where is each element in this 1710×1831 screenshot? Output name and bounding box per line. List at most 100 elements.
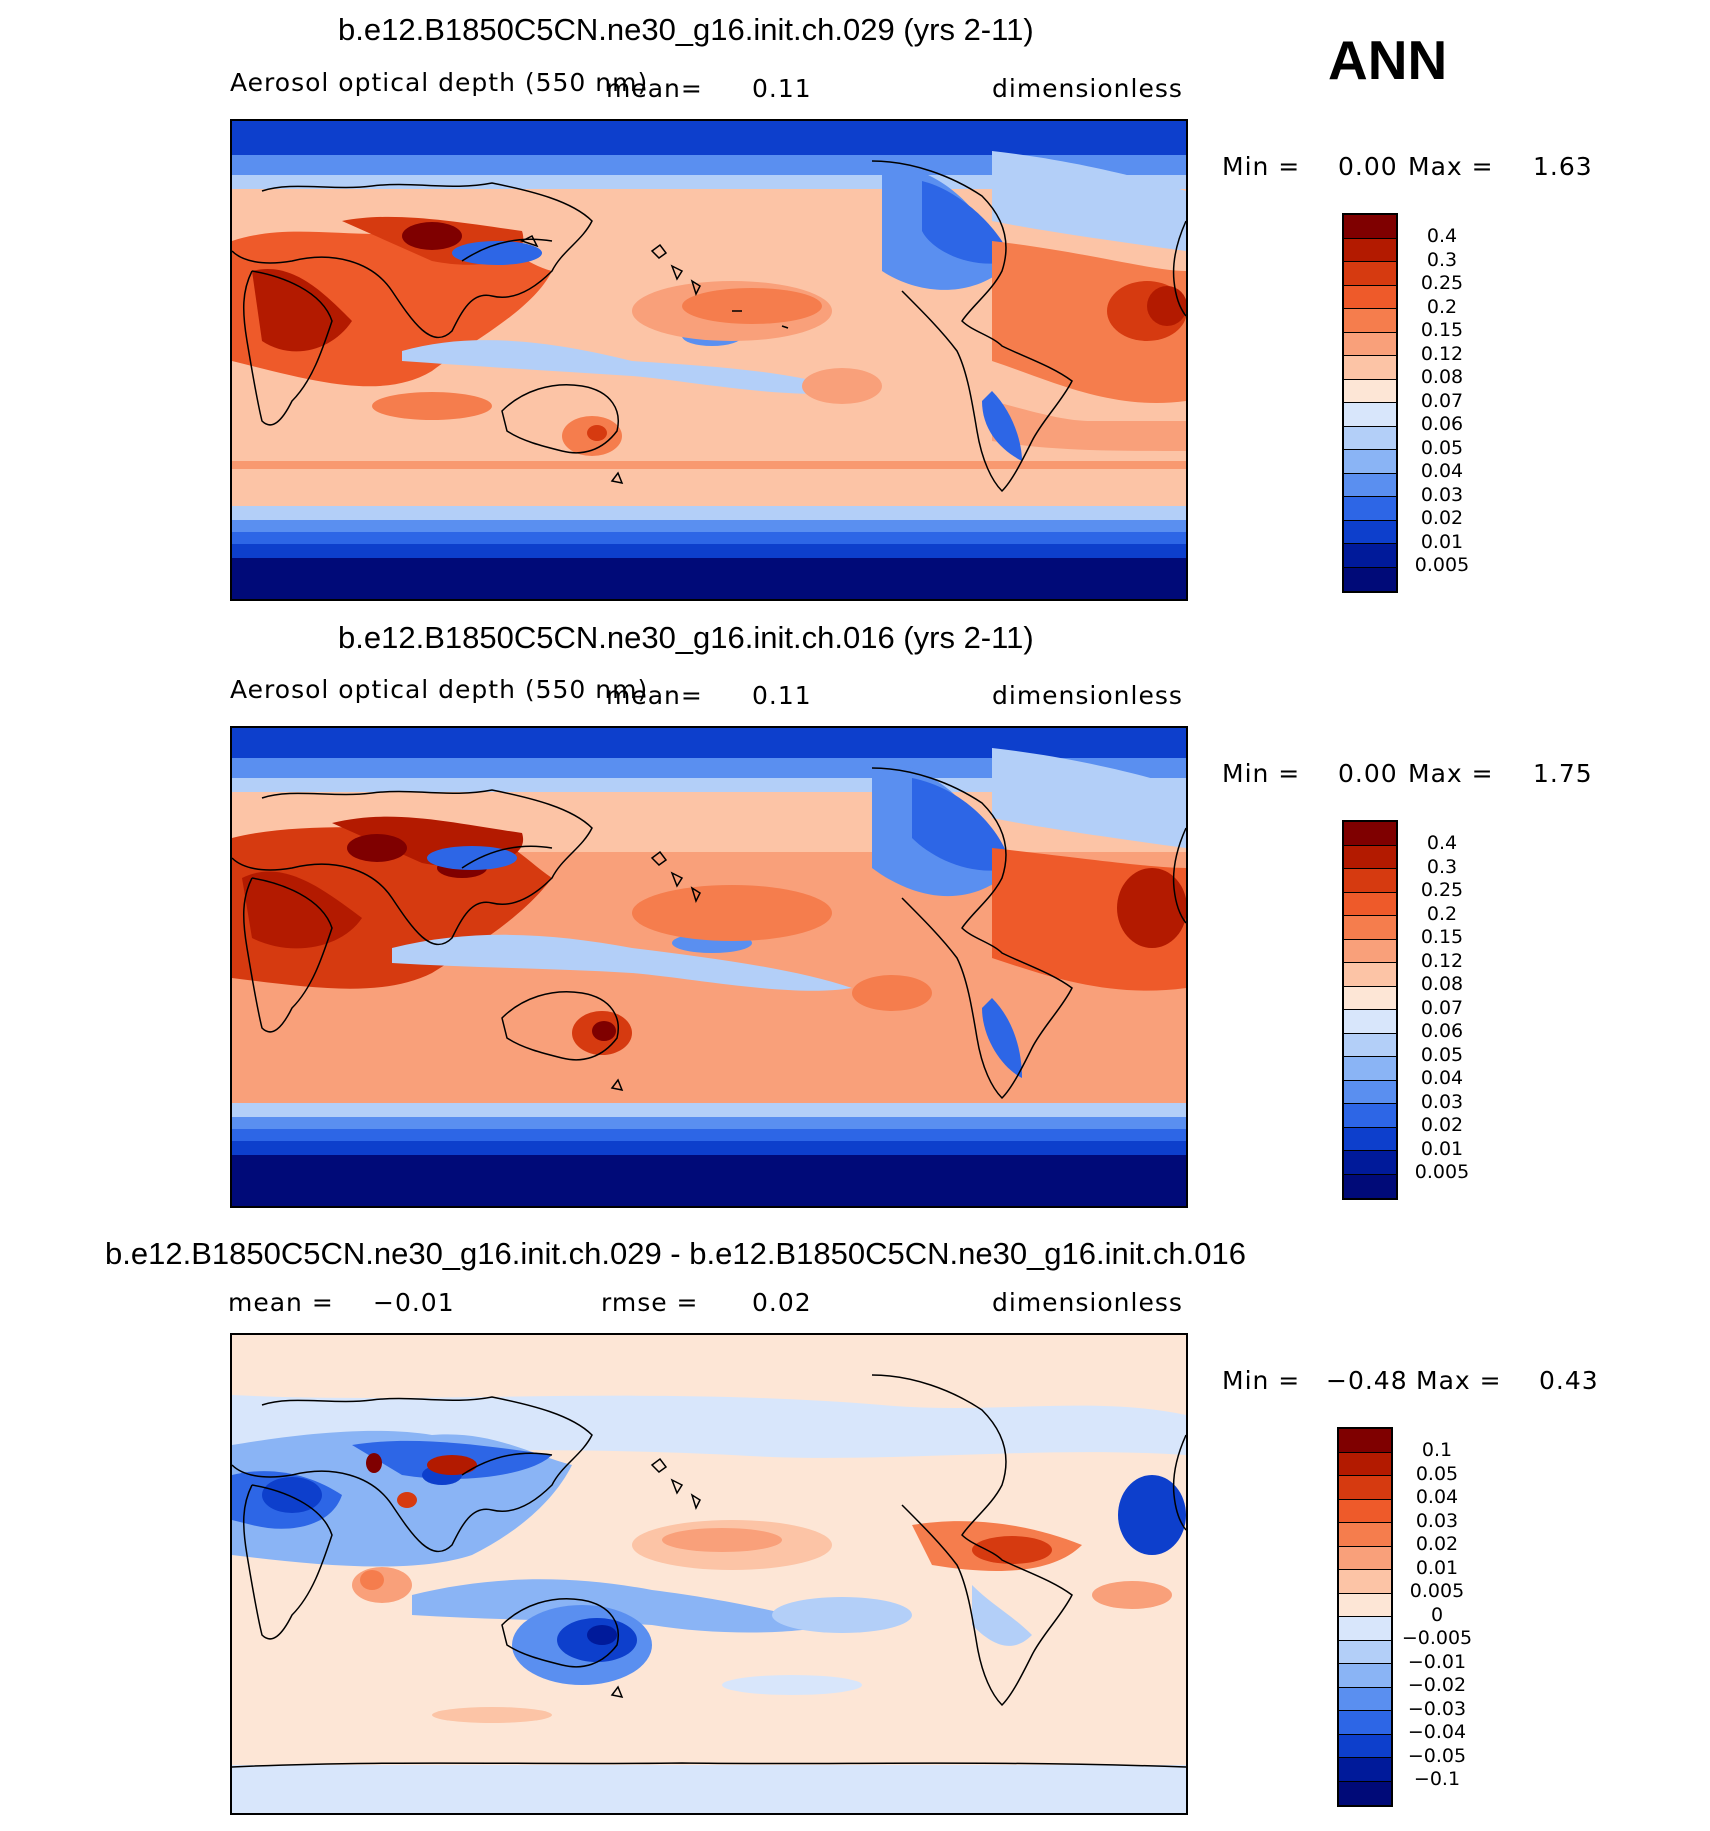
panel-3-colorbar-tick-label: 0.02 (1415, 1533, 1459, 1555)
panel-2-colorbar-box (1344, 822, 1396, 846)
panel-1-colorbar-tick-label: 0.4 (1426, 225, 1458, 247)
panel-1-mean-label: mean= (606, 74, 703, 103)
panel-1-colorbar-tick-label: 0.04 (1420, 460, 1464, 482)
panel-2-colorbar-tick-label: 0.05 (1420, 1043, 1464, 1066)
panel-2-units: dimensionless (992, 681, 1183, 710)
panel-1-colorbar-box (1344, 450, 1396, 474)
panel-3-colorbar-box (1339, 1593, 1391, 1617)
panel-2-colorbar-tick-label: 0.12 (1420, 949, 1464, 972)
panel-1-colorbar-box (1344, 262, 1396, 286)
panel-3-colorbar-box (1339, 1758, 1391, 1782)
panel-1-colorbar-tick-label: 0.25 (1420, 272, 1464, 294)
panel-1-colorbar-box (1344, 332, 1396, 356)
panel-2-variable-label: Aerosol optical depth (550 nm) (230, 675, 649, 704)
panel-1-colorbar-box (1344, 403, 1396, 427)
panel-3-colorbar-box (1339, 1640, 1391, 1664)
panel-3-colorbar-box (1339, 1546, 1391, 1570)
panel-3-coastlines (232, 1374, 1186, 1768)
panel-1-colorbar-tick-label: 0.08 (1420, 366, 1464, 388)
panel-2-colorbar-box (1344, 1057, 1396, 1081)
panel-1-units: dimensionless (992, 74, 1183, 103)
panel-2-colorbar-box (1344, 939, 1396, 963)
panel-1-colorbar-box (1344, 520, 1396, 544)
panel-3-map-field (232, 1335, 1186, 1813)
panel-1-mean-value: 0.11 (752, 74, 812, 103)
panel-1-colorbar-tick-label: 0.03 (1420, 483, 1464, 506)
panel-2-colorbar-tick-label: 0.4 (1426, 832, 1458, 854)
panel-2-colorbar-box (1344, 1010, 1396, 1034)
panel-1-colorbar-box (1344, 309, 1396, 333)
panel-1-colorbar-box (1344, 379, 1396, 403)
panel-2-colorbar-box (1344, 916, 1396, 940)
panel-3-colorbar-tick-label: −0.04 (1407, 1721, 1467, 1743)
panel-1-colorbar-tick-label: 0.05 (1420, 436, 1464, 459)
panel-3-colorbar-box (1339, 1617, 1391, 1641)
panel-1-colorbar-tick-label: 0.15 (1420, 319, 1464, 341)
panel-3-colorbar-tick-label: 0.1 (1421, 1439, 1453, 1461)
panel-3-colorbar-tick-label: −0.01 (1407, 1650, 1467, 1673)
panel-1-map (230, 119, 1188, 601)
panel-2-colorbar-box (1344, 1080, 1396, 1104)
panel-2-colorbar-box (1344, 986, 1396, 1010)
panel-1-colorbar-box (1344, 567, 1396, 591)
panel-3-rmse-label: rmse = (601, 1288, 699, 1317)
panel-3-colorbar-box (1339, 1570, 1391, 1594)
panel-1-min-value: 0.00 (1338, 152, 1398, 181)
panel-1-colorbar-tick-label: 0.3 (1426, 248, 1458, 271)
panel-2-colorbar-box (1344, 963, 1396, 987)
panel-1-colorbar-tick-label: 0.01 (1420, 530, 1464, 553)
panel-1-colorbar (1342, 213, 1398, 593)
panel-1-colorbar-box (1344, 285, 1396, 309)
panel-2-colorbar-box (1344, 1033, 1396, 1057)
panel-1-colorbar-box (1344, 473, 1396, 497)
panel-2-colorbar-tick-label: 0.07 (1420, 996, 1464, 1019)
panel-3-colorbar-tick-label: 0.03 (1415, 1509, 1459, 1532)
panel-1-min-label: Min = (1222, 152, 1301, 181)
panel-3-colorbar-box (1339, 1452, 1391, 1476)
panel-2-max-value: 1.75 (1533, 759, 1593, 788)
panel-1-max-value: 1.63 (1533, 152, 1593, 181)
panel-2-mean-value: 0.11 (752, 681, 812, 710)
panel-1-title: b.e12.B1850C5CN.ne30_g16.init.ch.029 (yr… (338, 12, 1034, 47)
panel-2-colorbar-box (1344, 892, 1396, 916)
panel-2-colorbar-tick-label: 0.04 (1420, 1067, 1464, 1089)
panel-1-map-field (232, 121, 1186, 599)
panel-3-max-label: Max = (1416, 1366, 1502, 1395)
panel-3-colorbar-box (1339, 1664, 1391, 1688)
panel-3-colorbar-box (1339, 1687, 1391, 1711)
panel-2-map (230, 726, 1188, 1208)
panel-3-colorbar-tick-label: −0.02 (1407, 1674, 1467, 1696)
panel-3-colorbar-box (1339, 1476, 1391, 1500)
panel-1-colorbar-tick-label: 0.02 (1420, 507, 1464, 529)
panel-1-colorbar-box (1344, 497, 1396, 521)
panel-2-map-field (232, 728, 1186, 1206)
panel-3-min-label: Min = (1222, 1366, 1301, 1395)
panel-3-max-value: 0.43 (1539, 1366, 1599, 1395)
panel-1-colorbar-tick-label: 0.2 (1426, 295, 1458, 318)
panel-2-colorbar-box (1344, 1174, 1396, 1198)
panel-3-title: b.e12.B1850C5CN.ne30_g16.init.ch.029 - b… (105, 1236, 1246, 1271)
panel-2-colorbar-box (1344, 1104, 1396, 1128)
panel-2-colorbar-tick-label: 0.06 (1420, 1020, 1464, 1042)
panel-2-colorbar-tick-label: 0.03 (1420, 1090, 1464, 1113)
panel-1-coastlines (232, 160, 1186, 493)
panel-1-colorbar-tick-label: 0.07 (1420, 389, 1464, 412)
panel-2-colorbar-tick-label: 0.3 (1426, 855, 1458, 878)
panel-3-colorbar-tick-label: 0.005 (1409, 1580, 1465, 1602)
panel-2-colorbar-box (1344, 1127, 1396, 1151)
panel-1-colorbar-box (1344, 544, 1396, 568)
panel-2-colorbar-box (1344, 869, 1396, 893)
panel-2-colorbar-tick-label: 0.08 (1420, 973, 1464, 995)
panel-2-colorbar-tick-label: 0.005 (1414, 1161, 1470, 1183)
panel-1-colorbar-tick-label: 0.005 (1414, 554, 1470, 576)
panel-1-colorbar-box (1344, 238, 1396, 262)
panel-1-colorbar-box (1344, 215, 1396, 239)
panel-3-colorbar-box (1339, 1523, 1391, 1547)
panel-1-colorbar-box (1344, 356, 1396, 380)
panel-2-min-label: Min = (1222, 759, 1301, 788)
panel-2-colorbar-box (1344, 1151, 1396, 1175)
panel-2-colorbar-box (1344, 845, 1396, 869)
panel-3-colorbar-tick-label: −0.1 (1413, 1768, 1461, 1790)
panel-3-colorbar-box (1339, 1429, 1391, 1453)
panel-2-colorbar-tick-label: 0.02 (1420, 1114, 1464, 1136)
